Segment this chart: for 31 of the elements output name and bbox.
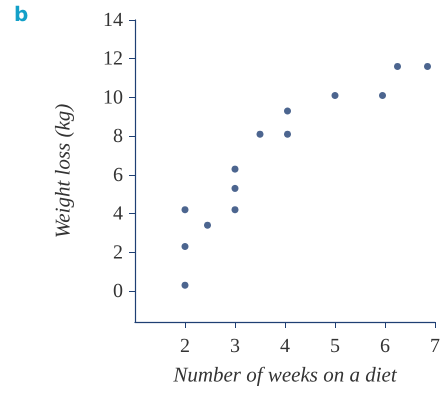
point — [232, 206, 238, 214]
x-tick-label: 6 — [380, 335, 390, 357]
point — [284, 107, 291, 114]
x-tick-label: 2 — [180, 335, 190, 357]
point — [204, 222, 211, 229]
point — [232, 184, 238, 192]
text: b — [14, 2, 28, 26]
y-tick-label: 8 — [113, 125, 123, 148]
y-tick-label: 2 — [113, 241, 123, 264]
x-tick-label: 7 — [430, 335, 440, 357]
y-tick-label: 14 — [103, 9, 123, 31]
point — [182, 282, 188, 289]
x-tick-label: 3 — [230, 335, 240, 357]
point — [256, 130, 264, 138]
point — [424, 62, 431, 70]
point — [379, 92, 386, 99]
y-tick-label: 12 — [103, 48, 123, 70]
point — [284, 130, 291, 138]
point — [182, 206, 188, 214]
y-axis-title: Weight loss (kg) — [50, 104, 74, 238]
y-tick-label: 0 — [113, 280, 123, 302]
point — [232, 166, 238, 173]
y-tick-label: 10 — [103, 86, 123, 108]
point — [394, 62, 401, 70]
y-tick-label: 4 — [113, 202, 123, 225]
point — [332, 92, 338, 99]
x-axis-title: Number of weeks on a diet — [172, 362, 398, 386]
x-tick-label: 5 — [330, 335, 340, 357]
point — [182, 243, 188, 250]
x-tick-label: 4 — [280, 335, 290, 357]
y-tick-label: 6 — [113, 164, 123, 186]
